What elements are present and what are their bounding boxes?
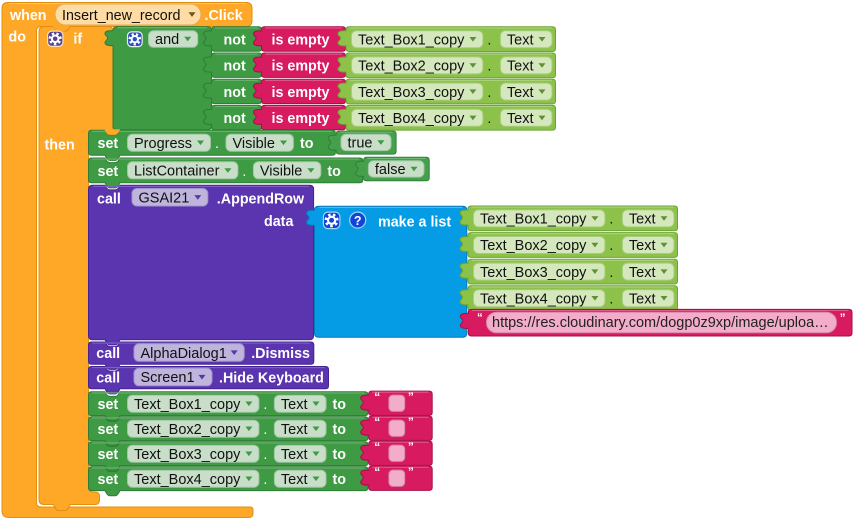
svg-text:Text_Box3_copy: Text_Box3_copy xyxy=(358,85,465,101)
svg-text:”: ” xyxy=(840,313,846,325)
svg-text:Text_Box2_copy: Text_Box2_copy xyxy=(134,422,241,438)
svg-text:.Dismiss: .Dismiss xyxy=(251,346,310,362)
svg-text:to: to xyxy=(333,472,347,488)
svg-text:to: to xyxy=(333,422,347,438)
svg-text:.: . xyxy=(487,59,491,75)
svg-text:to: to xyxy=(327,164,341,180)
svg-text:Screen1: Screen1 xyxy=(141,370,195,386)
svg-text:do: do xyxy=(9,30,27,46)
svg-text:call: call xyxy=(96,371,120,387)
svg-text:Text: Text xyxy=(629,212,656,228)
svg-text:is empty: is empty xyxy=(272,85,330,101)
svg-text:Text_Box2_copy: Text_Box2_copy xyxy=(358,59,465,75)
svg-text:”: ” xyxy=(408,465,414,479)
svg-text:Progress: Progress xyxy=(134,136,192,152)
svg-text:Text: Text xyxy=(629,265,656,281)
svg-text:“: “ xyxy=(374,465,380,479)
svg-text:.: . xyxy=(263,397,267,413)
svg-text:ListContainer: ListContainer xyxy=(134,164,220,180)
svg-text:false: false xyxy=(375,162,406,178)
svg-text:.: . xyxy=(263,447,267,463)
svg-text:is empty: is empty xyxy=(272,111,330,127)
svg-text:“: “ xyxy=(374,390,380,404)
svg-text:”: ” xyxy=(408,415,414,429)
svg-text:call: call xyxy=(97,191,121,207)
svg-text:.: . xyxy=(487,111,491,127)
svg-text:Text: Text xyxy=(281,472,308,488)
svg-text:Text: Text xyxy=(629,291,656,307)
svg-text:not: not xyxy=(224,32,246,48)
svg-text:?: ? xyxy=(354,214,362,228)
svg-text:is empty: is empty xyxy=(272,59,330,75)
svg-text:https://res.cloudinary.com/dog: https://res.cloudinary.com/dogp0z9xp/ima… xyxy=(492,315,829,331)
svg-text:Text: Text xyxy=(281,397,308,413)
svg-text:Text: Text xyxy=(507,85,534,101)
svg-text:.: . xyxy=(215,136,219,152)
svg-text:set: set xyxy=(98,447,119,463)
svg-text:Text_Box1_copy: Text_Box1_copy xyxy=(358,32,465,48)
svg-text:not: not xyxy=(224,111,246,127)
svg-text:GSAI21: GSAI21 xyxy=(139,190,190,206)
svg-text:not: not xyxy=(224,59,246,75)
svg-text:.: . xyxy=(487,32,491,48)
svg-text:Text_Box4_copy: Text_Box4_copy xyxy=(480,291,587,307)
svg-text:Text_Box3_copy: Text_Box3_copy xyxy=(480,265,587,281)
svg-text:set: set xyxy=(98,136,119,152)
svg-text:.Click: .Click xyxy=(205,8,243,24)
svg-text:.: . xyxy=(609,291,613,307)
svg-text:to: to xyxy=(333,397,347,413)
svg-text:call: call xyxy=(96,346,120,362)
svg-text:“: “ xyxy=(374,440,380,454)
svg-text:AlphaDialog1: AlphaDialog1 xyxy=(141,346,227,362)
svg-text:Text_Box1_copy: Text_Box1_copy xyxy=(480,212,587,228)
svg-text:not: not xyxy=(224,85,246,101)
svg-text:Text: Text xyxy=(281,447,308,463)
svg-text:when: when xyxy=(9,8,47,24)
svg-text:data: data xyxy=(264,214,294,230)
svg-text:Text_Box1_copy: Text_Box1_copy xyxy=(134,397,241,413)
svg-text:Text: Text xyxy=(507,32,534,48)
svg-text:set: set xyxy=(98,397,119,413)
svg-text:.Hide Keyboard: .Hide Keyboard xyxy=(219,371,324,387)
svg-text:”: ” xyxy=(408,440,414,454)
svg-text:Visible: Visible xyxy=(260,164,302,180)
svg-text:.: . xyxy=(609,265,613,281)
svg-text:.: . xyxy=(263,422,267,438)
svg-text:“: “ xyxy=(477,313,483,325)
svg-text:Text_Box4_copy: Text_Box4_copy xyxy=(358,111,465,127)
svg-text:to: to xyxy=(300,136,314,152)
svg-text:Text: Text xyxy=(507,59,534,75)
svg-text:Text_Box3_copy: Text_Box3_copy xyxy=(134,447,241,463)
svg-text:.: . xyxy=(242,164,246,180)
svg-text:to: to xyxy=(333,447,347,463)
svg-text:.: . xyxy=(487,85,491,101)
svg-text:then: then xyxy=(45,137,75,153)
svg-text:.: . xyxy=(609,238,613,254)
svg-text:Text: Text xyxy=(629,238,656,254)
svg-text:.: . xyxy=(609,212,613,228)
svg-text:set: set xyxy=(98,164,119,180)
svg-text:Text_Box4_copy: Text_Box4_copy xyxy=(134,472,241,488)
svg-text:set: set xyxy=(98,422,119,438)
svg-text:is empty: is empty xyxy=(272,32,330,48)
svg-text:.AppendRow: .AppendRow xyxy=(217,191,305,207)
svg-text:true: true xyxy=(348,136,373,152)
svg-text:“: “ xyxy=(374,415,380,429)
svg-text:and: and xyxy=(155,32,179,48)
svg-text:.: . xyxy=(263,472,267,488)
svg-text:make a list: make a list xyxy=(378,215,451,231)
svg-text:Text_Box2_copy: Text_Box2_copy xyxy=(480,238,587,254)
svg-text:Insert_new_record: Insert_new_record xyxy=(62,8,180,24)
svg-text:if: if xyxy=(73,32,82,48)
svg-text:Text: Text xyxy=(507,111,534,127)
svg-text:”: ” xyxy=(408,390,414,404)
svg-text:Visible: Visible xyxy=(233,136,275,152)
svg-text:Text: Text xyxy=(281,422,308,438)
svg-text:set: set xyxy=(98,472,119,488)
